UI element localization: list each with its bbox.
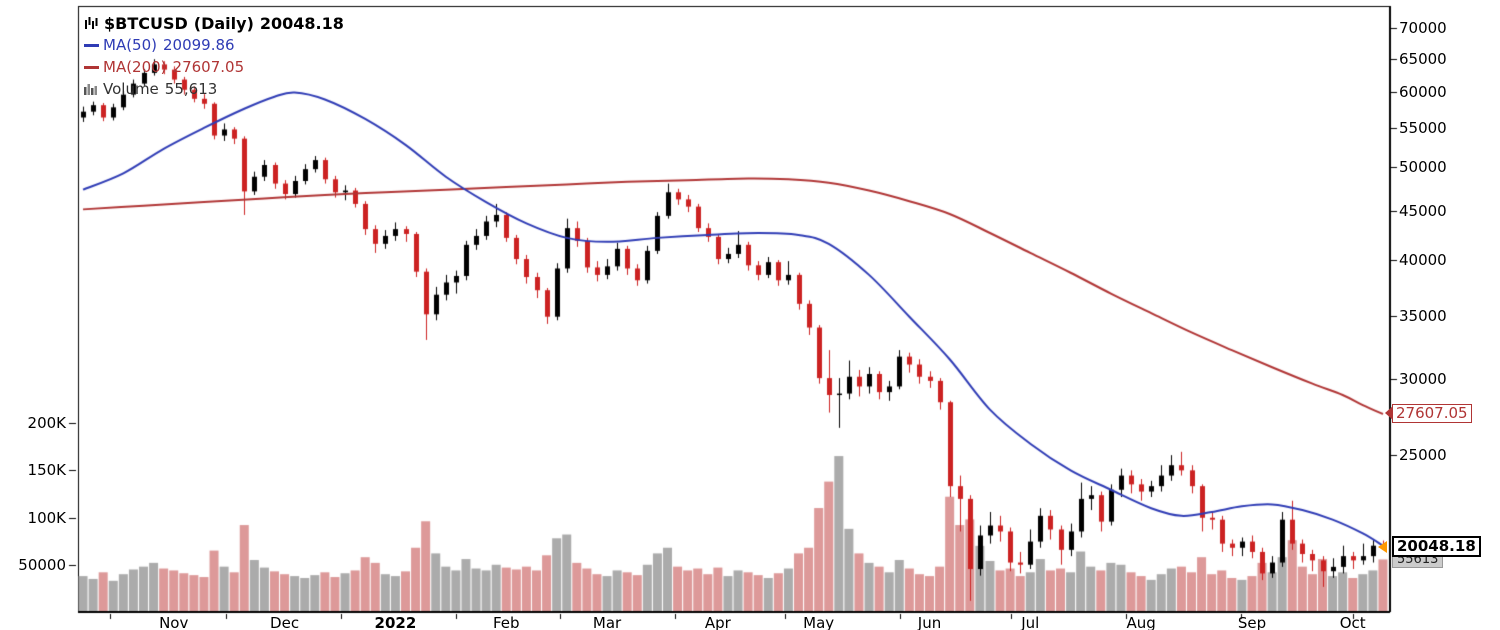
volume-axis-label: 150K xyxy=(27,461,66,480)
volume-axis-label: 50000 xyxy=(18,555,66,574)
last-price-marker: 20048.18 xyxy=(1392,535,1481,557)
volume-value: 55,613 xyxy=(164,80,218,98)
price-axis-label: 40000 xyxy=(1399,251,1447,270)
price-axis-label: 55000 xyxy=(1399,118,1447,137)
timeframe-label: (Daily) xyxy=(193,13,254,33)
chart-legend: $BTCUSD (Daily) 20048.18 MA(50) 20099.86… xyxy=(84,12,350,100)
ma200-legend-row: MA(200) 27607.05 xyxy=(84,56,350,78)
volume-label: Volume xyxy=(103,80,159,98)
month-axis-label: May xyxy=(803,614,835,630)
ma50-value: 20099.86 xyxy=(163,36,235,54)
ma200-value: 27607.05 xyxy=(172,58,245,76)
month-axis-label: Jul xyxy=(1021,614,1040,630)
price-axis-label: 30000 xyxy=(1399,370,1447,389)
volume-axis-label: 100K xyxy=(27,508,66,527)
month-axis-label: Sep xyxy=(1237,614,1267,630)
volume-axis-label: 200K xyxy=(27,414,66,432)
ma50-line-swatch xyxy=(84,43,99,47)
ma200-label: MA(200) xyxy=(103,58,167,76)
symbol-title-row: $BTCUSD (Daily) 20048.18 xyxy=(84,12,350,34)
last-price-value: 20048.18 xyxy=(259,13,344,33)
ma50-label: MA(50) xyxy=(103,36,157,54)
last-price-arrow-icon xyxy=(1378,540,1387,553)
month-axis-label: Oct xyxy=(1339,614,1366,630)
symbol-label: $BTCUSD xyxy=(104,13,188,33)
month-axis-label: Feb xyxy=(492,614,520,630)
month-axis-label: Dec xyxy=(270,614,300,630)
price-axis-label: 25000 xyxy=(1399,446,1447,465)
volume-icon xyxy=(84,83,98,95)
price-axis-label: 35000 xyxy=(1399,306,1447,325)
ma200-line-swatch xyxy=(84,65,99,69)
price-axis-label: 50000 xyxy=(1399,158,1447,177)
price-axis-label: 70000 xyxy=(1399,18,1447,37)
ma200-price-marker: 27607.05 xyxy=(1385,403,1472,423)
month-axis-label: Nov xyxy=(159,614,189,630)
month-axis-label: Mar xyxy=(592,614,622,630)
volume-legend-row: Volume 55,613 xyxy=(84,78,350,100)
month-axis-label: Apr xyxy=(704,614,731,630)
price-axis-label: 45000 xyxy=(1399,202,1447,221)
sharpchart-icon xyxy=(84,16,99,30)
price-axis-label: 65000 xyxy=(1399,49,1447,68)
month-axis-label: Aug xyxy=(1126,614,1156,630)
month-axis-label: 2022 xyxy=(374,614,417,630)
price-axis-label: 60000 xyxy=(1399,82,1447,101)
marker-arrow-icon xyxy=(1385,405,1393,420)
ma50-legend-row: MA(50) 20099.86 xyxy=(84,34,350,56)
month-axis-label: Jun xyxy=(917,614,942,630)
ma200-marker-value: 27607.05 xyxy=(1396,403,1468,422)
